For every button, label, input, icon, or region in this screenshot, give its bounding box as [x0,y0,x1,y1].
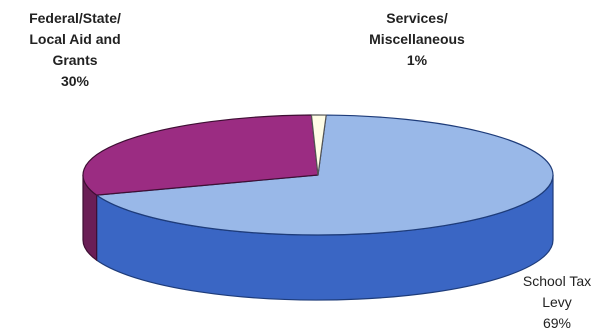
slice-value-school-tax: 69% [542,315,572,331]
slice-label-tax-line-1: School Tax [522,273,592,289]
slice-label-federal-aid: Federal/State/ Local Aid and Grants 30% [0,8,150,92]
pie-slice-federal-state [82,114,319,196]
pie-tops-group [82,114,554,236]
slice-label-federal-line-2: Local Aid and [29,31,121,47]
pie-slice-services [310,114,327,176]
slice-label-services: Services/ Miscellaneous 1% [322,8,512,71]
slice-value-federal: 30% [60,73,90,89]
slice-label-federal-line-1: Federal/State/ [29,10,121,26]
slice-label-services-line-1: Services/ [386,10,448,26]
slice-label-tax-line-2: Levy [542,294,572,310]
slice-label-services-line-2: Miscellaneous [369,31,465,47]
slice-label-school-tax: School Tax Levy 69% [508,271,606,334]
slice-label-federal-line-3: Grants [52,52,98,68]
slice-value-services: 1% [406,52,428,68]
pie-slice-school-tax [96,114,554,236]
